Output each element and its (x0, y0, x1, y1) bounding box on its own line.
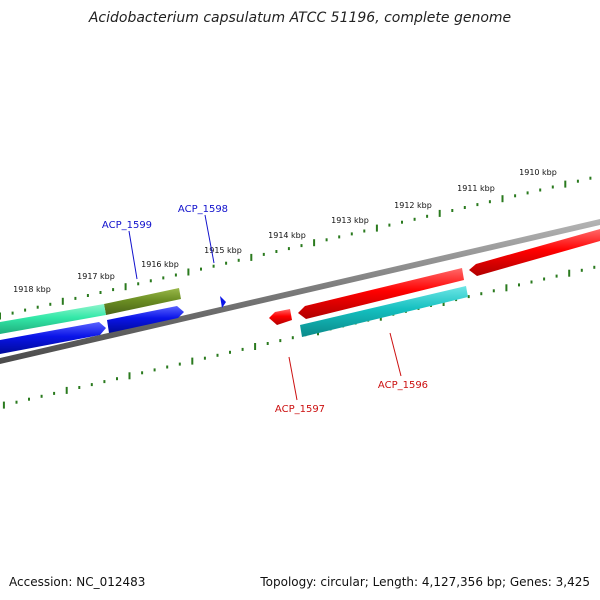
tick-label-1913: 1913 kbp (331, 216, 369, 225)
gene-cyan[interactable] (300, 286, 468, 337)
gene-olive[interactable] (104, 288, 181, 315)
tick-label-1914: 1914 kbp (268, 231, 306, 240)
genome-backbone (0, 219, 600, 364)
gene-label-acp1597[interactable]: ACP_1597 (275, 404, 325, 415)
acp1599-leader (128, 230, 138, 280)
accession-text: Accession: NC_012483 (9, 575, 146, 589)
tick-label-1915: 1915 kbp (204, 246, 242, 255)
gene-red-upper-right[interactable] (469, 229, 600, 276)
gene-blue-tiny[interactable] (220, 296, 226, 308)
tick-label-1918: 1918 kbp (13, 285, 51, 294)
gene-blue-left[interactable] (0, 322, 106, 354)
gene-seagreen[interactable] (0, 304, 106, 334)
gene-red-forward[interactable] (298, 268, 464, 319)
tick-label-1917: 1917 kbp (77, 272, 115, 281)
gene-label-acp1598[interactable]: ACP_1598 (178, 204, 228, 215)
gene-red-small[interactable] (269, 309, 292, 325)
genome-summary-text: Topology: circular; Length: 4,127,356 bp… (260, 575, 590, 589)
acp1598-leader (204, 214, 215, 264)
acp1597-leader (288, 356, 298, 401)
tick-label-1910: 1910 kbp (519, 168, 557, 177)
outer-tick-ring (0, 176, 592, 320)
map-title: Acidobacterium capsulatum ATCC 51196, co… (88, 10, 512, 26)
gene-label-acp1599[interactable]: ACP_1599 (102, 220, 152, 231)
tick-label-1912: 1912 kbp (394, 201, 432, 210)
tick-label-1916: 1916 kbp (141, 260, 179, 269)
gene-blue-right[interactable] (107, 306, 184, 333)
gene-label-acp1596[interactable]: ACP_1596 (378, 380, 428, 391)
acp1596-leader (389, 332, 402, 377)
tick-label-1911: 1911 kbp (457, 184, 495, 193)
